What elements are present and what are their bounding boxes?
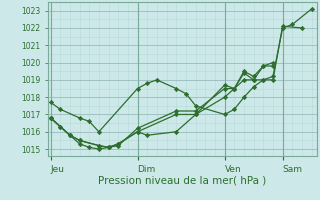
X-axis label: Pression niveau de la mer( hPa ): Pression niveau de la mer( hPa ): [98, 175, 267, 185]
